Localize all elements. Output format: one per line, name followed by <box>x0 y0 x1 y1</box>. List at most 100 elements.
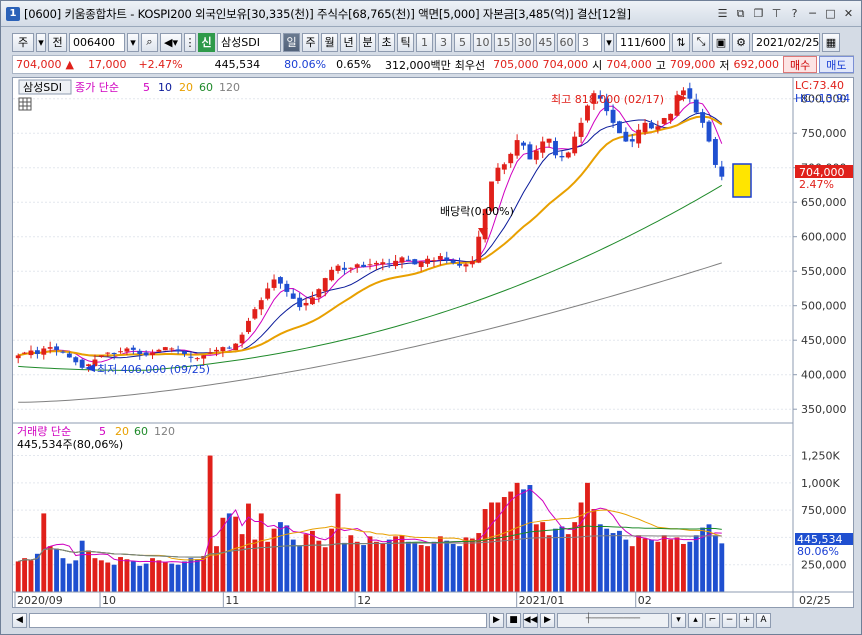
zoom-slider[interactable]: ┼───────── <box>557 612 669 628</box>
interval-3[interactable]: 3 <box>435 32 452 52</box>
period-week[interactable]: 주 <box>302 32 319 52</box>
price-axis-label: 350,000 <box>801 403 847 416</box>
candle-settings-icon[interactable]: ⇅ <box>672 32 690 52</box>
date-field[interactable]: 2021/02/25 <box>752 32 820 52</box>
volume-bar <box>22 558 28 592</box>
type-select[interactable]: 주 <box>12 32 34 52</box>
candle-body <box>674 95 680 116</box>
interval-5[interactable]: 5 <box>454 32 471 52</box>
volume-bar <box>60 558 66 592</box>
volume-axis-label: 1,000K <box>801 477 840 490</box>
interval-input[interactable]: 3 <box>578 32 602 52</box>
count-field[interactable]: 111/600 <box>616 32 670 52</box>
sell-button[interactable]: 매도 <box>819 56 854 73</box>
plus-icon[interactable]: + <box>739 612 754 628</box>
gear-icon[interactable]: ⚙ <box>732 32 750 52</box>
period-month[interactable]: 월 <box>321 32 338 52</box>
candle-body <box>450 260 456 263</box>
code-dropdown-icon[interactable]: ▾ <box>127 32 139 52</box>
maximize-icon[interactable]: □ <box>825 7 836 20</box>
close-icon[interactable]: ✕ <box>843 7 854 20</box>
settings-icon[interactable]: ⋮ <box>184 32 196 52</box>
candle-body <box>572 136 578 154</box>
scroll-track[interactable] <box>29 612 487 628</box>
search-icon[interactable]: ⌕ <box>141 32 158 52</box>
x-axis-label: 02 <box>638 594 652 607</box>
price-tag-pct: 2.47% <box>799 178 834 191</box>
type-dropdown-icon[interactable]: ▾ <box>36 32 46 52</box>
minus-icon[interactable]: − <box>722 612 737 628</box>
scroll-left-icon[interactable]: ◀ <box>12 612 27 628</box>
candle-body <box>431 260 437 262</box>
candle-body <box>354 264 360 268</box>
volume-bar <box>214 546 219 592</box>
candle-body <box>559 155 565 158</box>
candle-body <box>246 320 251 333</box>
period-second[interactable]: 초 <box>378 32 395 52</box>
menu-icon[interactable]: ☰ <box>717 7 728 20</box>
volume-bar <box>175 564 181 592</box>
restore-icon[interactable]: ❐ <box>753 7 764 20</box>
volume-bar <box>41 513 47 592</box>
zoom-icon[interactable]: ⤡ <box>692 32 710 52</box>
candle-body <box>118 351 123 353</box>
volume-bar <box>47 546 53 592</box>
volume-bar <box>150 558 155 592</box>
font-icon[interactable]: A <box>756 612 771 628</box>
candle-body <box>617 121 622 134</box>
ma5-line <box>18 101 723 363</box>
volume-bar <box>457 546 462 592</box>
candle-body <box>457 263 462 266</box>
interval-1[interactable]: 1 <box>416 32 433 52</box>
stock-name-field[interactable]: 삼성SDI <box>217 32 281 52</box>
layout-icon[interactable]: ⧉ <box>736 6 745 20</box>
calendar-icon[interactable]: ▦ <box>822 32 840 52</box>
vol-tag-box <box>795 533 853 545</box>
help-icon[interactable]: ? <box>791 7 798 20</box>
scroll-end-icon[interactable]: ▶ <box>489 612 504 628</box>
candle-body <box>693 99 699 113</box>
zoom-out-icon[interactable]: ▾ <box>671 612 686 628</box>
volume-bar <box>553 528 558 592</box>
interval-10[interactable]: 10 <box>473 32 492 52</box>
chart-canvas[interactable]: 삼성SDI 종가 단순 5 10 20 60 120 800,000 750,00… <box>13 78 853 607</box>
volume-bar <box>559 526 565 592</box>
minimize-icon[interactable]: ─ <box>809 7 816 20</box>
x-axis-label: 11 <box>225 594 239 607</box>
zoom-in-icon[interactable]: ▴ <box>688 612 703 628</box>
stop-icon[interactable]: ■ <box>506 612 521 628</box>
interval-45[interactable]: 45 <box>536 32 555 52</box>
pin-icon[interactable]: ⊤ <box>771 7 782 20</box>
candle-body <box>533 150 539 160</box>
low-annotation: 최저 406,000 (09/25) <box>97 363 210 376</box>
period-day[interactable]: 일 <box>283 32 300 52</box>
period-year[interactable]: 년 <box>340 32 357 52</box>
candle-body <box>668 113 674 121</box>
play-icon[interactable]: ▶ <box>540 612 555 628</box>
next-candle-box[interactable] <box>732 163 752 198</box>
volume-bar <box>246 503 251 592</box>
interval-30[interactable]: 30 <box>515 32 534 52</box>
buy-button[interactable]: 매수 <box>783 56 818 73</box>
interval-spin-icon[interactable]: ▾ <box>604 32 614 52</box>
save-icon[interactable]: ▣ <box>712 32 730 52</box>
period-tick[interactable]: 틱 <box>397 32 414 52</box>
speaker-icon[interactable]: ◀▾ <box>160 32 182 52</box>
candle-body <box>310 297 315 305</box>
volume-bar <box>636 535 642 592</box>
chart-area[interactable]: 삼성SDI 종가 단순 5 10 20 60 120 800,000 750,00… <box>12 77 854 608</box>
volume-bar <box>655 541 661 592</box>
interval-15[interactable]: 15 <box>494 32 513 52</box>
candle-body <box>105 352 111 354</box>
low-label: 저 <box>719 58 730 72</box>
prev-button[interactable]: 전 <box>48 32 67 52</box>
volume-bar <box>201 555 207 592</box>
period-minute[interactable]: 분 <box>359 32 376 52</box>
rewind-icon[interactable]: ◀◀ <box>523 612 538 628</box>
price-axis-label: 450,000 <box>801 334 847 347</box>
interval-60[interactable]: 60 <box>557 32 576 52</box>
fit-icon[interactable]: ⌐ <box>705 612 720 628</box>
table-icon[interactable] <box>18 97 32 111</box>
stock-tag-box[interactable] <box>18 79 72 95</box>
code-input[interactable]: 006400 <box>69 32 125 52</box>
